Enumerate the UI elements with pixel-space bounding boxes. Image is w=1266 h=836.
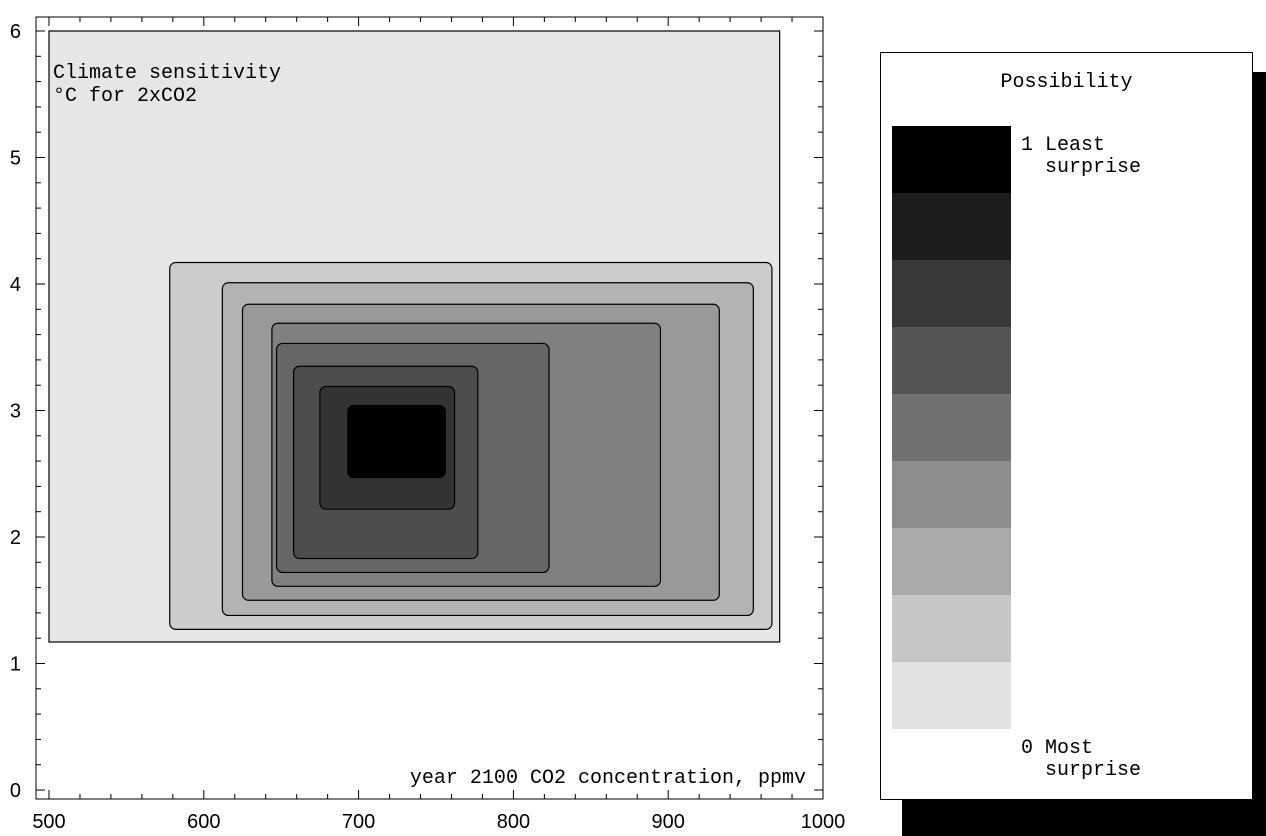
plot-frame [35,16,824,800]
legend-bottom-label: 0 Most surprise [1021,738,1141,782]
x-tick-label: 700 [342,811,375,833]
x-axis-label: year 2100 CO2 concentration, ppmv [410,767,806,790]
legend-bottom-value: 0 [1021,737,1034,760]
legend-title: Possibility [1000,71,1133,94]
legend-swatch-8 [892,595,1011,662]
legend-bottom-label-line-2: surprise [1045,759,1142,782]
legend-top-label-line-2: surprise [1045,156,1142,179]
legend-top-value: 1 [1021,134,1034,157]
legend-swatch-1 [892,126,1011,193]
legend-swatch-5 [892,394,1011,461]
legend-panel: Possibility 1 Least surprise 0 Most surpri… [880,52,1253,800]
legend-swatches [892,126,1011,729]
legend-swatch-4 [892,327,1011,394]
legend-top-label: 1 Least surprise [1021,135,1141,179]
x-tick-label: 600 [187,811,220,833]
y-tick-label: 6 [10,21,21,43]
contour-regions [48,30,781,643]
tick-labels: 500 600 700 800 900 1000 0 1 2 3 4 5 6 [10,21,845,833]
y-tick-label: 5 [10,148,21,170]
legend-bottom-label-line-1: Most [1045,737,1094,760]
annotation-line-2: °C for 2xCO2 [53,85,197,108]
y-tick-label: 4 [10,274,21,296]
annotation-line-1: Climate sensitivity [53,62,281,85]
x-tick-label: 800 [497,811,530,833]
contour-plot: 500 600 700 800 900 1000 0 1 2 3 4 5 6 Climate sensi… [10,16,845,833]
contour-level-9 [347,404,446,479]
legend-top-label-line-1: Least [1045,134,1106,157]
x-tick-label: 1000 [801,811,846,833]
y-tick-label: 0 [10,780,21,802]
legend-swatch-2 [892,193,1011,260]
legend-swatch-3 [892,260,1011,327]
legend-swatch-9 [892,662,1011,729]
x-tick-label: 900 [652,811,685,833]
y-tick-label: 3 [10,401,21,423]
legend-swatch-7 [892,528,1011,595]
y-tick-label: 1 [10,654,21,676]
legend-swatch-6 [892,461,1011,528]
axis-ticks [36,17,824,799]
x-tick-label: 500 [32,811,65,833]
y-tick-label: 2 [10,527,21,549]
